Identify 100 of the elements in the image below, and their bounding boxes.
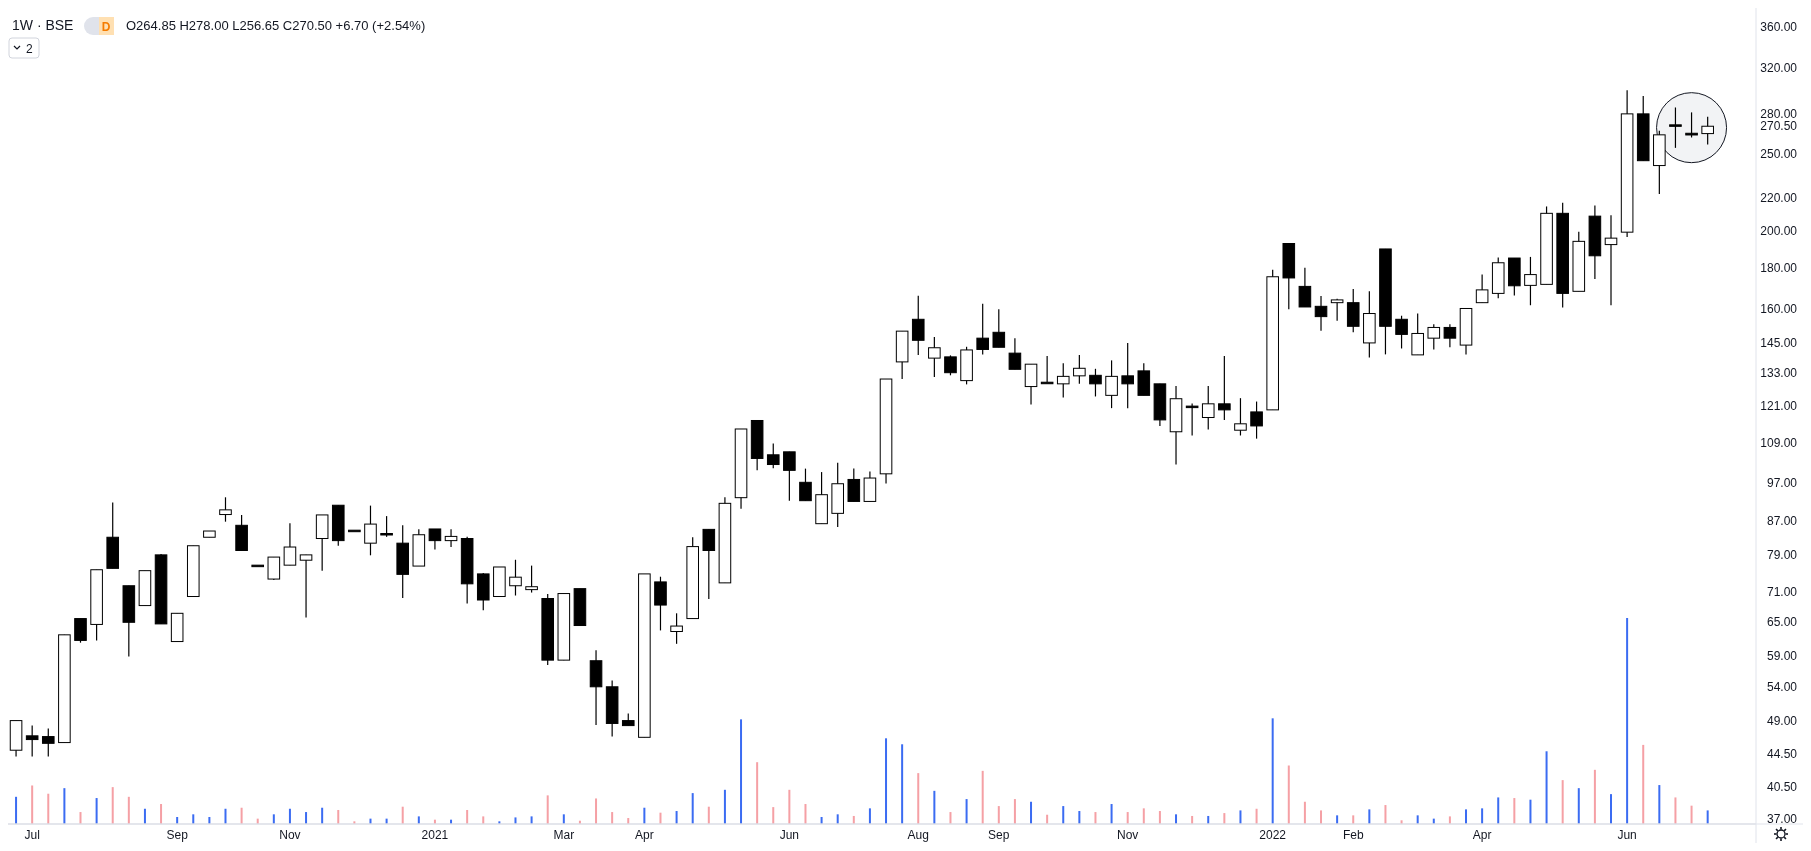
bar (885, 738, 888, 824)
y-tick-label: 250.00 (1760, 146, 1798, 161)
annotation: O264.85 H278.00 L256.65 C270.50 +6.70 (+2.54%) (126, 18, 426, 33)
bar (95, 798, 98, 824)
y-tick-label: 280.00 (1760, 107, 1798, 122)
bar (997, 806, 1000, 824)
y-tick-label: 49.00 (1766, 713, 1798, 728)
candlestick (992, 308, 1006, 348)
bar (1175, 814, 1178, 824)
bar (240, 807, 243, 824)
bar (901, 744, 904, 824)
bar (1142, 808, 1145, 824)
candlestick (364, 505, 377, 556)
bar (1255, 808, 1258, 824)
bar (546, 795, 549, 824)
bar (1545, 751, 1548, 824)
bar (79, 812, 82, 824)
candlestick (1395, 315, 1408, 350)
candlestick (444, 528, 458, 548)
y-tick-label: 270.50 (1760, 119, 1798, 134)
candlestick (1443, 323, 1457, 348)
bar (1481, 808, 1484, 824)
bar (1416, 815, 1419, 824)
candlestick (1234, 397, 1247, 437)
bar (1529, 799, 1532, 824)
bar (1674, 797, 1677, 824)
x-tick-label: Jun (1617, 828, 1637, 842)
candlestick (1121, 342, 1134, 409)
candlestick (299, 554, 313, 619)
bar (949, 812, 952, 824)
bar (1303, 801, 1306, 824)
bar (1690, 805, 1693, 824)
bar (1497, 797, 1500, 824)
y-tick-label: 180.00 (1760, 261, 1798, 276)
y-tick-label: 71.00 (1766, 584, 1798, 599)
x-tick-label: Feb (1342, 828, 1364, 842)
bar (643, 807, 646, 824)
x-tick-label: Aug (907, 828, 929, 842)
y-tick-label: 59.00 (1766, 649, 1798, 664)
candlestick (1685, 111, 1698, 139)
annotation: 2 (26, 42, 33, 56)
candlestick (1201, 385, 1215, 431)
candlestick (1105, 359, 1118, 409)
bar (1271, 718, 1274, 824)
candlestick (283, 522, 297, 566)
candlestick (315, 514, 329, 572)
x-tick-label: 2022 (1259, 828, 1287, 842)
candlestick (41, 727, 55, 758)
bar (1030, 801, 1033, 824)
bar (723, 789, 726, 824)
text: 1W · BSE (12, 17, 74, 33)
bar (401, 806, 404, 824)
candlestick (799, 468, 812, 502)
bar (804, 804, 807, 824)
bar (417, 816, 420, 824)
y-tick-label: 133.00 (1760, 366, 1798, 381)
candlestick (783, 451, 796, 502)
bar (143, 808, 146, 824)
bar (917, 773, 920, 824)
y-tick-label: 40.50 (1766, 780, 1798, 795)
bar (1239, 810, 1242, 824)
candlestick (1073, 354, 1086, 385)
y-tick-label: 220.00 (1760, 191, 1798, 206)
bar (868, 808, 871, 824)
bar (1448, 816, 1451, 824)
candlestick (1089, 368, 1102, 398)
candlestick (863, 470, 877, 503)
bar (466, 809, 469, 824)
x-tick-label: Sep (166, 828, 189, 842)
bar (836, 814, 839, 824)
candlestick (928, 336, 941, 378)
candlestick (1411, 312, 1424, 356)
bar (562, 814, 565, 824)
bar (111, 787, 114, 824)
candlestick (74, 617, 87, 644)
candlestick (1185, 402, 1199, 437)
x-tick-label: Nov (1117, 828, 1139, 842)
y-tick-label: 320.00 (1760, 60, 1798, 75)
candlestick (1056, 362, 1070, 399)
candlestick (702, 528, 716, 600)
bar (224, 808, 227, 824)
bar (1158, 811, 1161, 824)
bar (1352, 815, 1355, 824)
bar (1094, 812, 1097, 824)
candlestick (1298, 267, 1312, 308)
candlestick (911, 295, 925, 356)
bar (772, 807, 775, 824)
bar (1561, 780, 1564, 824)
bar (1658, 785, 1661, 824)
candlestick (1024, 363, 1038, 405)
annotation: D (101, 20, 111, 34)
bar (1642, 744, 1645, 824)
bar (1610, 794, 1612, 824)
bar (1577, 788, 1580, 824)
bar (321, 807, 324, 824)
candlestick (1346, 288, 1360, 333)
bar (1368, 809, 1371, 824)
y-tick-label: 145.00 (1760, 336, 1798, 351)
candlestick (976, 303, 989, 355)
bar (1320, 810, 1323, 824)
